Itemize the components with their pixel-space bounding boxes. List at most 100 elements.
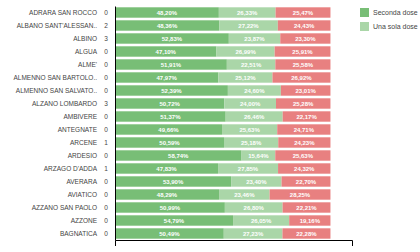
chart: 48,20%48,36%52,83%47,10%51,91%47,97%52,3…	[0, 0, 420, 252]
bar	[224, 98, 276, 108]
bar	[224, 137, 278, 147]
bar	[115, 33, 229, 43]
count-label: 0	[104, 204, 108, 211]
tick: ARZAGO D'ADDA	[44, 165, 115, 172]
bar	[115, 176, 231, 186]
data-label: 26,33%	[237, 10, 258, 16]
bar	[222, 124, 277, 134]
tick-label: ALBANO SANT'ALESSAN..	[17, 22, 98, 29]
bar	[283, 202, 331, 212]
data-label: 54,79%	[164, 218, 185, 224]
tick-label: AZZANO SAN PAOLO	[32, 204, 97, 211]
data-label: 53,90%	[163, 179, 184, 185]
tick-label: ALBINO	[73, 35, 97, 42]
data-label: 26,05%	[251, 218, 272, 224]
series	[270, 7, 331, 238]
y-axis: ADRARA SAN ROCCO ALBANO SANT'ALESSAN.. ALB…	[13, 7, 115, 241]
count-label: 1	[104, 165, 108, 172]
bar	[272, 72, 330, 82]
bar	[231, 176, 281, 186]
tick-label: ALZANO LOMBARDO	[32, 100, 97, 107]
tick: ADRARA SAN ROCCO	[29, 9, 115, 16]
count-label: 0	[104, 152, 108, 159]
data-label: 51,37%	[160, 114, 181, 120]
count-label: 0	[104, 191, 108, 198]
counts: 023000030010100000	[104, 9, 108, 237]
tick-label: ALMENNO SAN BARTOLO..	[13, 74, 97, 81]
count-label: 0	[104, 113, 108, 120]
data-label: 51,91%	[161, 62, 182, 68]
tick-label: AZZONE	[71, 217, 98, 224]
tick: ALMENNO SAN BARTOLO..	[13, 74, 115, 81]
data-label: 23,40%	[246, 179, 267, 185]
bar	[278, 163, 330, 173]
tick: AMBIVERE	[63, 113, 115, 120]
tick-label: AVERARA	[66, 178, 97, 185]
data-label: 25,63%	[293, 153, 314, 159]
count-label: 0	[104, 48, 108, 55]
bar	[270, 189, 331, 199]
bar	[216, 46, 274, 56]
data-label: 24,71%	[294, 127, 315, 133]
axis-line	[116, 241, 353, 247]
bar	[115, 20, 219, 30]
data-label: 24,43%	[294, 23, 315, 29]
bar	[280, 33, 330, 43]
data-label: 25,18%	[241, 140, 262, 146]
count-label: 2	[104, 22, 108, 29]
tick: ANTEGNATE	[58, 126, 115, 133]
series	[115, 7, 242, 238]
legend: Seconda doseUna sola dose	[360, 8, 418, 31]
tick-label: ALMENNO SAN SALVATO..	[16, 87, 97, 94]
bar	[115, 72, 218, 82]
bar	[278, 20, 331, 30]
tick: ALGUA	[75, 48, 115, 55]
data-label: 58,74%	[168, 153, 189, 159]
data-labels: 48,20%48,36%52,83%47,10%51,91%47,97%52,3…	[156, 10, 321, 237]
data-label: 22,21%	[296, 205, 317, 211]
bar	[219, 20, 278, 30]
bar	[229, 33, 280, 43]
data-label: 50,59%	[159, 140, 180, 146]
count-label: 1	[104, 139, 108, 146]
legend-label: Una sola dose	[373, 23, 418, 30]
bar	[115, 98, 224, 108]
data-label: 47,10%	[156, 49, 177, 55]
data-label: 23,30%	[295, 36, 316, 42]
legend-swatch	[360, 22, 369, 31]
data-label: 28,25%	[290, 192, 311, 198]
data-label: 24,00%	[240, 101, 261, 107]
bar	[276, 7, 331, 17]
count-label: 0	[104, 217, 108, 224]
tick: ALME'	[78, 61, 115, 68]
bar	[115, 7, 219, 17]
tick-label: ALME'	[78, 61, 97, 68]
bar	[225, 202, 283, 212]
tick: AVERARA	[66, 178, 115, 185]
bar	[115, 59, 227, 69]
bar	[277, 124, 330, 134]
bar	[115, 150, 242, 160]
data-label: 26,46%	[244, 114, 265, 120]
data-label: 25,28%	[293, 101, 314, 107]
data-label: 50,99%	[160, 205, 181, 211]
data-label: 25,58%	[293, 62, 314, 68]
data-label: 23,01%	[295, 88, 316, 94]
data-label: 50,72%	[159, 101, 180, 107]
bar	[218, 72, 272, 82]
count-label: 0	[104, 230, 108, 237]
data-label: 47,83%	[156, 166, 177, 172]
bar	[115, 85, 228, 95]
bar	[276, 98, 330, 108]
data-label: 25,47%	[293, 10, 314, 16]
bar	[233, 215, 289, 225]
data-label: 26,99%	[235, 49, 256, 55]
data-label: 27,22%	[238, 23, 259, 29]
tick-label: ARZAGO D'ADDA	[44, 165, 98, 172]
count-label: 0	[104, 87, 108, 94]
tick: AZZANO SAN PAOLO	[32, 204, 115, 211]
tick-label: ARDESIO	[68, 152, 97, 159]
data-label: 22,70%	[296, 179, 317, 185]
bar	[218, 163, 278, 173]
tick-label: AMBIVERE	[63, 113, 97, 120]
